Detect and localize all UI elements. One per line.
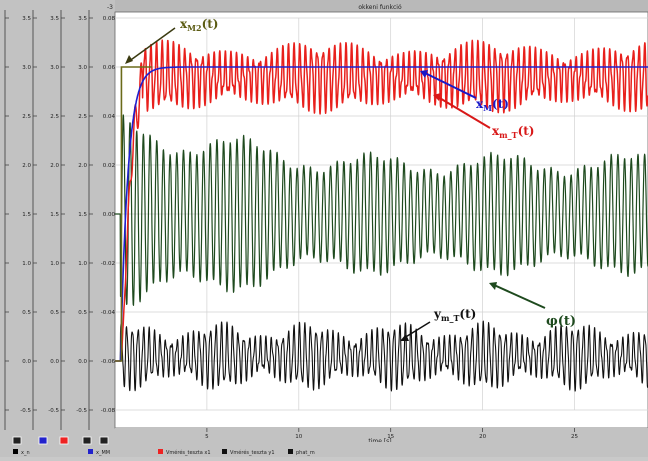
legend-label: Vmérés_teszta x1 [166,449,211,456]
y-tick-label: 1.5 [50,212,59,218]
y-tick-label: 1.0 [78,261,87,267]
y-tick-label: 2.5 [50,114,59,120]
y-tick-label: 0.5 [78,310,87,316]
annotations: xM2(t) xM(t) xm_T(t) φ(t) ym_T(t) [125,17,576,341]
y-tick-label: 0.0 [78,359,87,365]
arrowhead-xm2 [125,55,133,64]
legend-label: x_MM [96,450,110,456]
x-axis-ticks: 5 10 15 20 25 [205,428,578,440]
y-tick-label: 3.0 [78,65,87,71]
annotation-xmt: xm_T(t) [492,124,534,140]
legend-swatch[interactable] [13,449,18,454]
window-title: okkeni funkció [358,4,402,11]
legend-toggle-2[interactable] [38,436,48,445]
series-xm2 [115,66,152,362]
y-tick-label: 0.5 [50,310,59,316]
y-tick-label: -0.06 [101,359,116,365]
legend-boxes [12,436,109,445]
y-tick-label: 0.02 [103,163,115,169]
legend-toggle-5[interactable] [99,436,109,445]
y-tick-label: -0.5 [48,408,59,414]
y-tick-label: -0.5 [20,408,31,414]
y-tick-label: 2.0 [78,163,87,169]
arrowhead-xm [420,70,428,78]
annotation-xm2: xM2(t) [180,17,218,33]
arrow-xm2 [127,27,176,63]
annotation-xm: xM(t) [476,97,509,113]
y-tick-label: 0.0 [50,359,59,365]
arrow-ymt [403,321,431,339]
x-axis-panel [115,428,648,442]
legend-label: x_n [21,450,30,456]
x-axis-label: time [s] [368,438,391,445]
y-tick-label: -0.02 [101,261,115,267]
arrow-xm [424,72,477,99]
x-tick-label: 20 [479,434,486,440]
y-tick-label: -0.04 [101,310,116,316]
x-tick-label: 15 [387,434,394,440]
legend-swatch[interactable] [222,449,227,454]
series-group [114,39,648,392]
y-tick-label: 0.00 [103,212,116,218]
y-tick-label: 0.06 [103,65,116,71]
legend: x_n x_MM Vmérés_teszta x1 Vmérés_teszta y1 p… [13,449,315,456]
axis-exponent: -3 [107,4,113,11]
legend-label: phat_m [296,450,315,456]
y-tick-label: 2.0 [22,163,31,169]
y-tick-label: -0.5 [76,408,87,414]
x-tick-label: 10 [295,434,302,440]
x-tick-label: 5 [205,434,209,440]
legend-toggle-1[interactable] [12,436,22,445]
y-tick-label: 0.08 [103,16,116,22]
legend-toggle-4[interactable] [82,436,92,445]
series-ym [114,320,648,392]
arrowhead-ymt [400,334,409,341]
series-xmt [114,39,648,362]
legend-toggle-3[interactable] [59,436,69,445]
y-tick-label: 2.5 [78,114,87,120]
annotation-ymt: ym_T(t) [433,307,476,323]
legend-swatch[interactable] [88,449,93,454]
y-tick-label: 3.0 [22,65,31,71]
y-tick-label: 0.5 [22,310,31,316]
annotation-phi: φ(t) [546,314,576,329]
arrowhead-xmt [433,93,441,101]
arrowhead-phi [489,282,497,290]
axes-panel [0,0,115,457]
arrow-phi [493,284,546,309]
y-tick-label: 2.0 [50,163,59,169]
y-tick-label: 0.0 [22,359,31,365]
series-xm [114,66,648,362]
title-bar [115,0,648,12]
y-tick-label: 3.5 [50,16,59,22]
y-axis-ticks: 3.5 3.0 2.5 2.0 1.5 1.0 0.5 0.0 -0.5 3.5 3.0 2.5 2.0… [5,16,115,414]
y-tick-label: 1.0 [50,261,59,267]
legend-label: Vmérés_teszta y1 [230,449,275,456]
arrow-xmt [437,96,491,129]
x-tick-label: 25 [571,434,578,440]
y-tick-label: 3.5 [22,16,31,22]
series-phi [114,114,648,306]
legend-swatch[interactable] [288,449,293,454]
y-tick-label: 2.5 [22,114,31,120]
y-tick-label: 1.5 [22,212,31,218]
y-tick-label: 3.5 [78,16,87,22]
y-tick-label: -0.08 [101,408,116,414]
y-tick-label: 1.0 [22,261,31,267]
y-tick-label: 1.5 [78,212,87,218]
y-tick-label: 3.0 [50,65,59,71]
y-tick-label: 0.04 [103,114,116,120]
legend-swatch[interactable] [158,449,163,454]
